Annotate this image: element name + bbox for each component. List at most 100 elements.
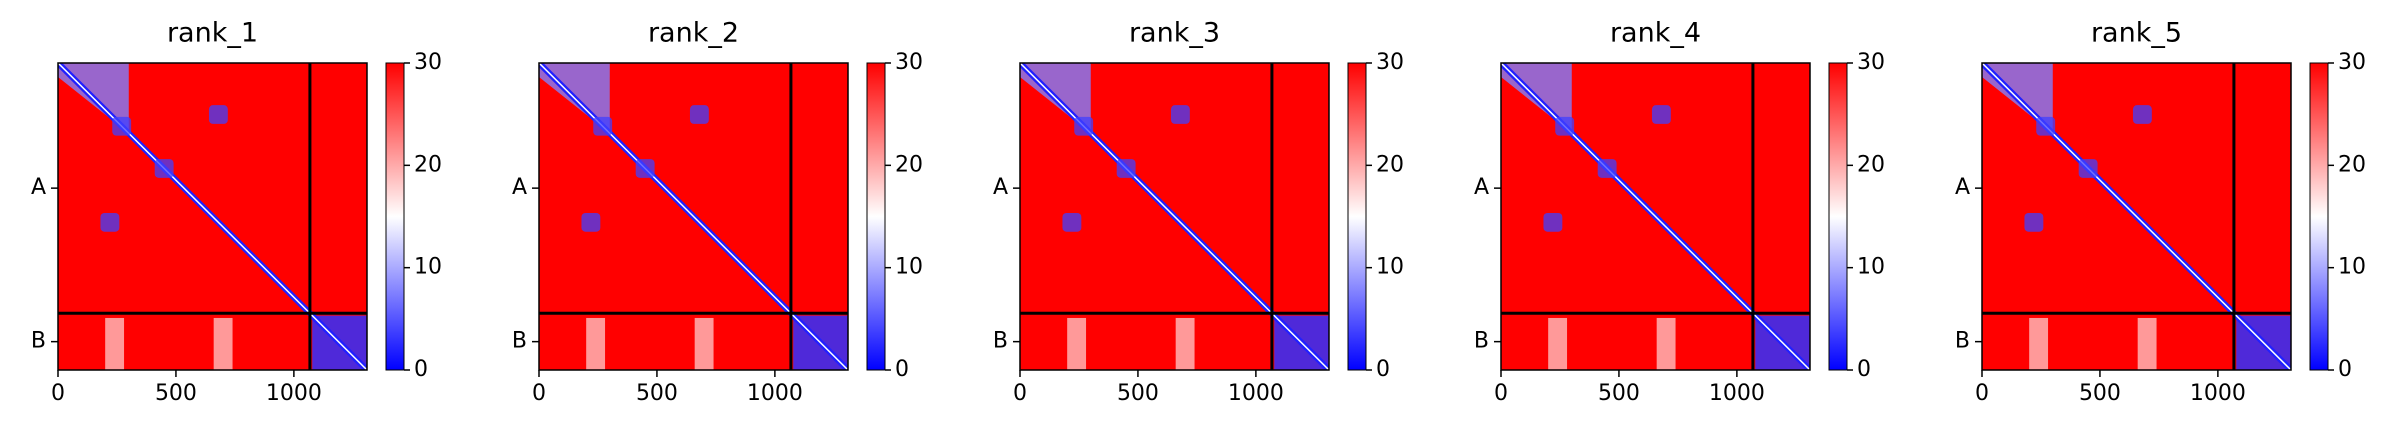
heatmap <box>539 63 848 370</box>
heatmap-block <box>2036 116 2056 136</box>
colorbar-tick-label: 20 <box>1857 152 1885 177</box>
panel: rank_3 0 500 1000 A B 0 10 20 30 <box>993 18 1404 407</box>
colorbar-tick-label: 0 <box>1857 357 1871 382</box>
panel: rank_1 0 500 1000 A B 0 10 20 30 <box>31 18 442 407</box>
x-tick-label: 0 <box>51 381 65 406</box>
y-tick-label: B <box>1955 329 1970 354</box>
x-tick-label: 500 <box>1117 381 1159 406</box>
x-tick-label: 1000 <box>266 381 322 406</box>
y-tick-label: A <box>1474 175 1489 200</box>
colorbar-tick-label: 10 <box>2338 255 2366 280</box>
heatmap-block <box>2024 212 2044 232</box>
panel-title: rank_5 <box>2091 18 2182 49</box>
colorbar <box>1828 62 1848 371</box>
colorbar <box>866 62 886 371</box>
x-tick-label: 1000 <box>2190 381 2246 406</box>
heatmap-block <box>593 116 613 136</box>
panel-title: rank_3 <box>1129 18 1220 49</box>
heatmap-stripe <box>586 317 606 370</box>
heatmap-diagonal-core <box>539 63 848 370</box>
plot-frame <box>1019 62 1330 371</box>
x-tick-label: 1000 <box>747 381 803 406</box>
x-tick-label: 500 <box>2079 381 2121 406</box>
heatmap <box>58 63 367 370</box>
x-tick-label: 0 <box>532 381 546 406</box>
heatmap-diagonal-core <box>1982 63 2291 370</box>
heatmap-block <box>1651 105 1671 124</box>
y-tick-label: A <box>31 175 46 200</box>
colorbar-tick-label: 10 <box>414 255 442 280</box>
x-tick-label: 500 <box>636 381 678 406</box>
colorbar-tick-label: 30 <box>2338 50 2366 75</box>
plot-frame <box>538 62 849 371</box>
y-tick-label: B <box>512 329 527 354</box>
heatmap <box>1982 63 2291 370</box>
panel: rank_2 0 500 1000 A B 0 10 20 30 <box>512 18 923 407</box>
heatmap-block <box>581 212 601 232</box>
heatmap-diagonal-core <box>1501 63 1810 370</box>
heatmap-stripe <box>1656 317 1676 370</box>
x-tick-label: 1000 <box>1228 381 1284 406</box>
x-tick-label: 0 <box>1975 381 1989 406</box>
y-tick-label: B <box>993 329 1008 354</box>
heatmap-stripe <box>1548 317 1568 370</box>
heatmap <box>1020 63 1329 370</box>
heatmap-stripe <box>2029 317 2049 370</box>
colorbar-tick-label: 30 <box>414 50 442 75</box>
x-tick-label: 0 <box>1013 381 1027 406</box>
heatmap-block <box>2078 159 2098 178</box>
heatmap-block <box>2132 105 2152 124</box>
colorbar-tick-label: 10 <box>895 255 923 280</box>
heatmap-block <box>112 116 132 136</box>
heatmap-block <box>1170 105 1190 124</box>
colorbar-tick-label: 20 <box>2338 152 2366 177</box>
colorbar-tick-label: 10 <box>1857 255 1885 280</box>
colorbar-tick-label: 0 <box>414 357 428 382</box>
heatmap-stripe <box>1175 317 1195 370</box>
heatmap-block <box>208 105 228 124</box>
y-tick-label: A <box>993 175 1008 200</box>
colorbar <box>2309 62 2329 371</box>
panel-title: rank_1 <box>167 18 258 49</box>
colorbar-tick-label: 20 <box>414 152 442 177</box>
heatmap-block <box>1074 116 1094 136</box>
x-tick-label: 500 <box>155 381 197 406</box>
heatmap-stripe <box>2137 317 2157 370</box>
x-tick-label: 1000 <box>1709 381 1765 406</box>
heatmap-block <box>1062 212 1082 232</box>
heatmap-block <box>100 212 120 232</box>
heatmap-block <box>1597 159 1617 178</box>
x-tick-label: 500 <box>1598 381 1640 406</box>
heatmap-block <box>154 159 174 178</box>
plot-frame <box>1500 62 1811 371</box>
colorbar <box>1347 62 1367 371</box>
heatmap-diagonal-core <box>58 63 367 370</box>
x-tick-label: 0 <box>1494 381 1508 406</box>
heatmap-stripe <box>105 317 125 370</box>
colorbar-tick-label: 10 <box>1376 255 1404 280</box>
heatmap-block <box>1555 116 1575 136</box>
colorbar-tick-label: 30 <box>895 50 923 75</box>
panel: rank_5 0 500 1000 A B 0 10 20 30 <box>1955 18 2366 407</box>
colorbar-tick-label: 30 <box>1376 50 1404 75</box>
heatmap-block <box>689 105 709 124</box>
panel-title: rank_2 <box>648 18 739 49</box>
colorbar-tick-label: 20 <box>895 152 923 177</box>
heatmap <box>1501 63 1810 370</box>
y-tick-label: A <box>512 175 527 200</box>
colorbar-tick-label: 0 <box>1376 357 1390 382</box>
heatmap-stripe <box>1067 317 1087 370</box>
heatmap-stripe <box>694 317 714 370</box>
panel: rank_4 0 500 1000 A B 0 10 20 30 <box>1474 18 1885 407</box>
colorbar <box>385 62 405 371</box>
heatmap-stripe <box>213 317 233 370</box>
heatmap-block <box>1116 159 1136 178</box>
plot-frame <box>1981 62 2292 371</box>
panel-title: rank_4 <box>1610 18 1701 49</box>
colorbar-tick-label: 20 <box>1376 152 1404 177</box>
colorbar-tick-label: 30 <box>1857 50 1885 75</box>
heatmap-block <box>1543 212 1563 232</box>
colorbar-tick-label: 0 <box>895 357 909 382</box>
heatmap-block <box>635 159 655 178</box>
